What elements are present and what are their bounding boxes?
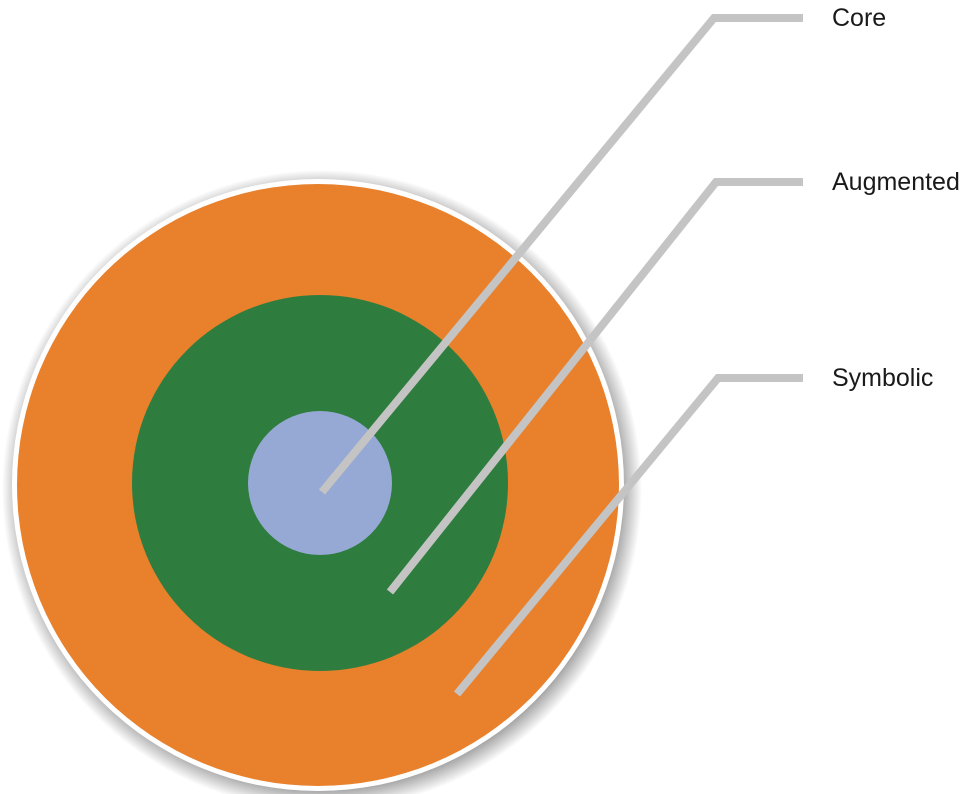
core-leader-line [318, 14, 803, 495]
augmented-leader-line [386, 178, 803, 595]
core-label: Core [832, 4, 886, 32]
symbolic-label: Symbolic [832, 364, 933, 392]
augmented-label: Augmented [832, 168, 960, 196]
symbolic-leader-line [453, 374, 803, 697]
